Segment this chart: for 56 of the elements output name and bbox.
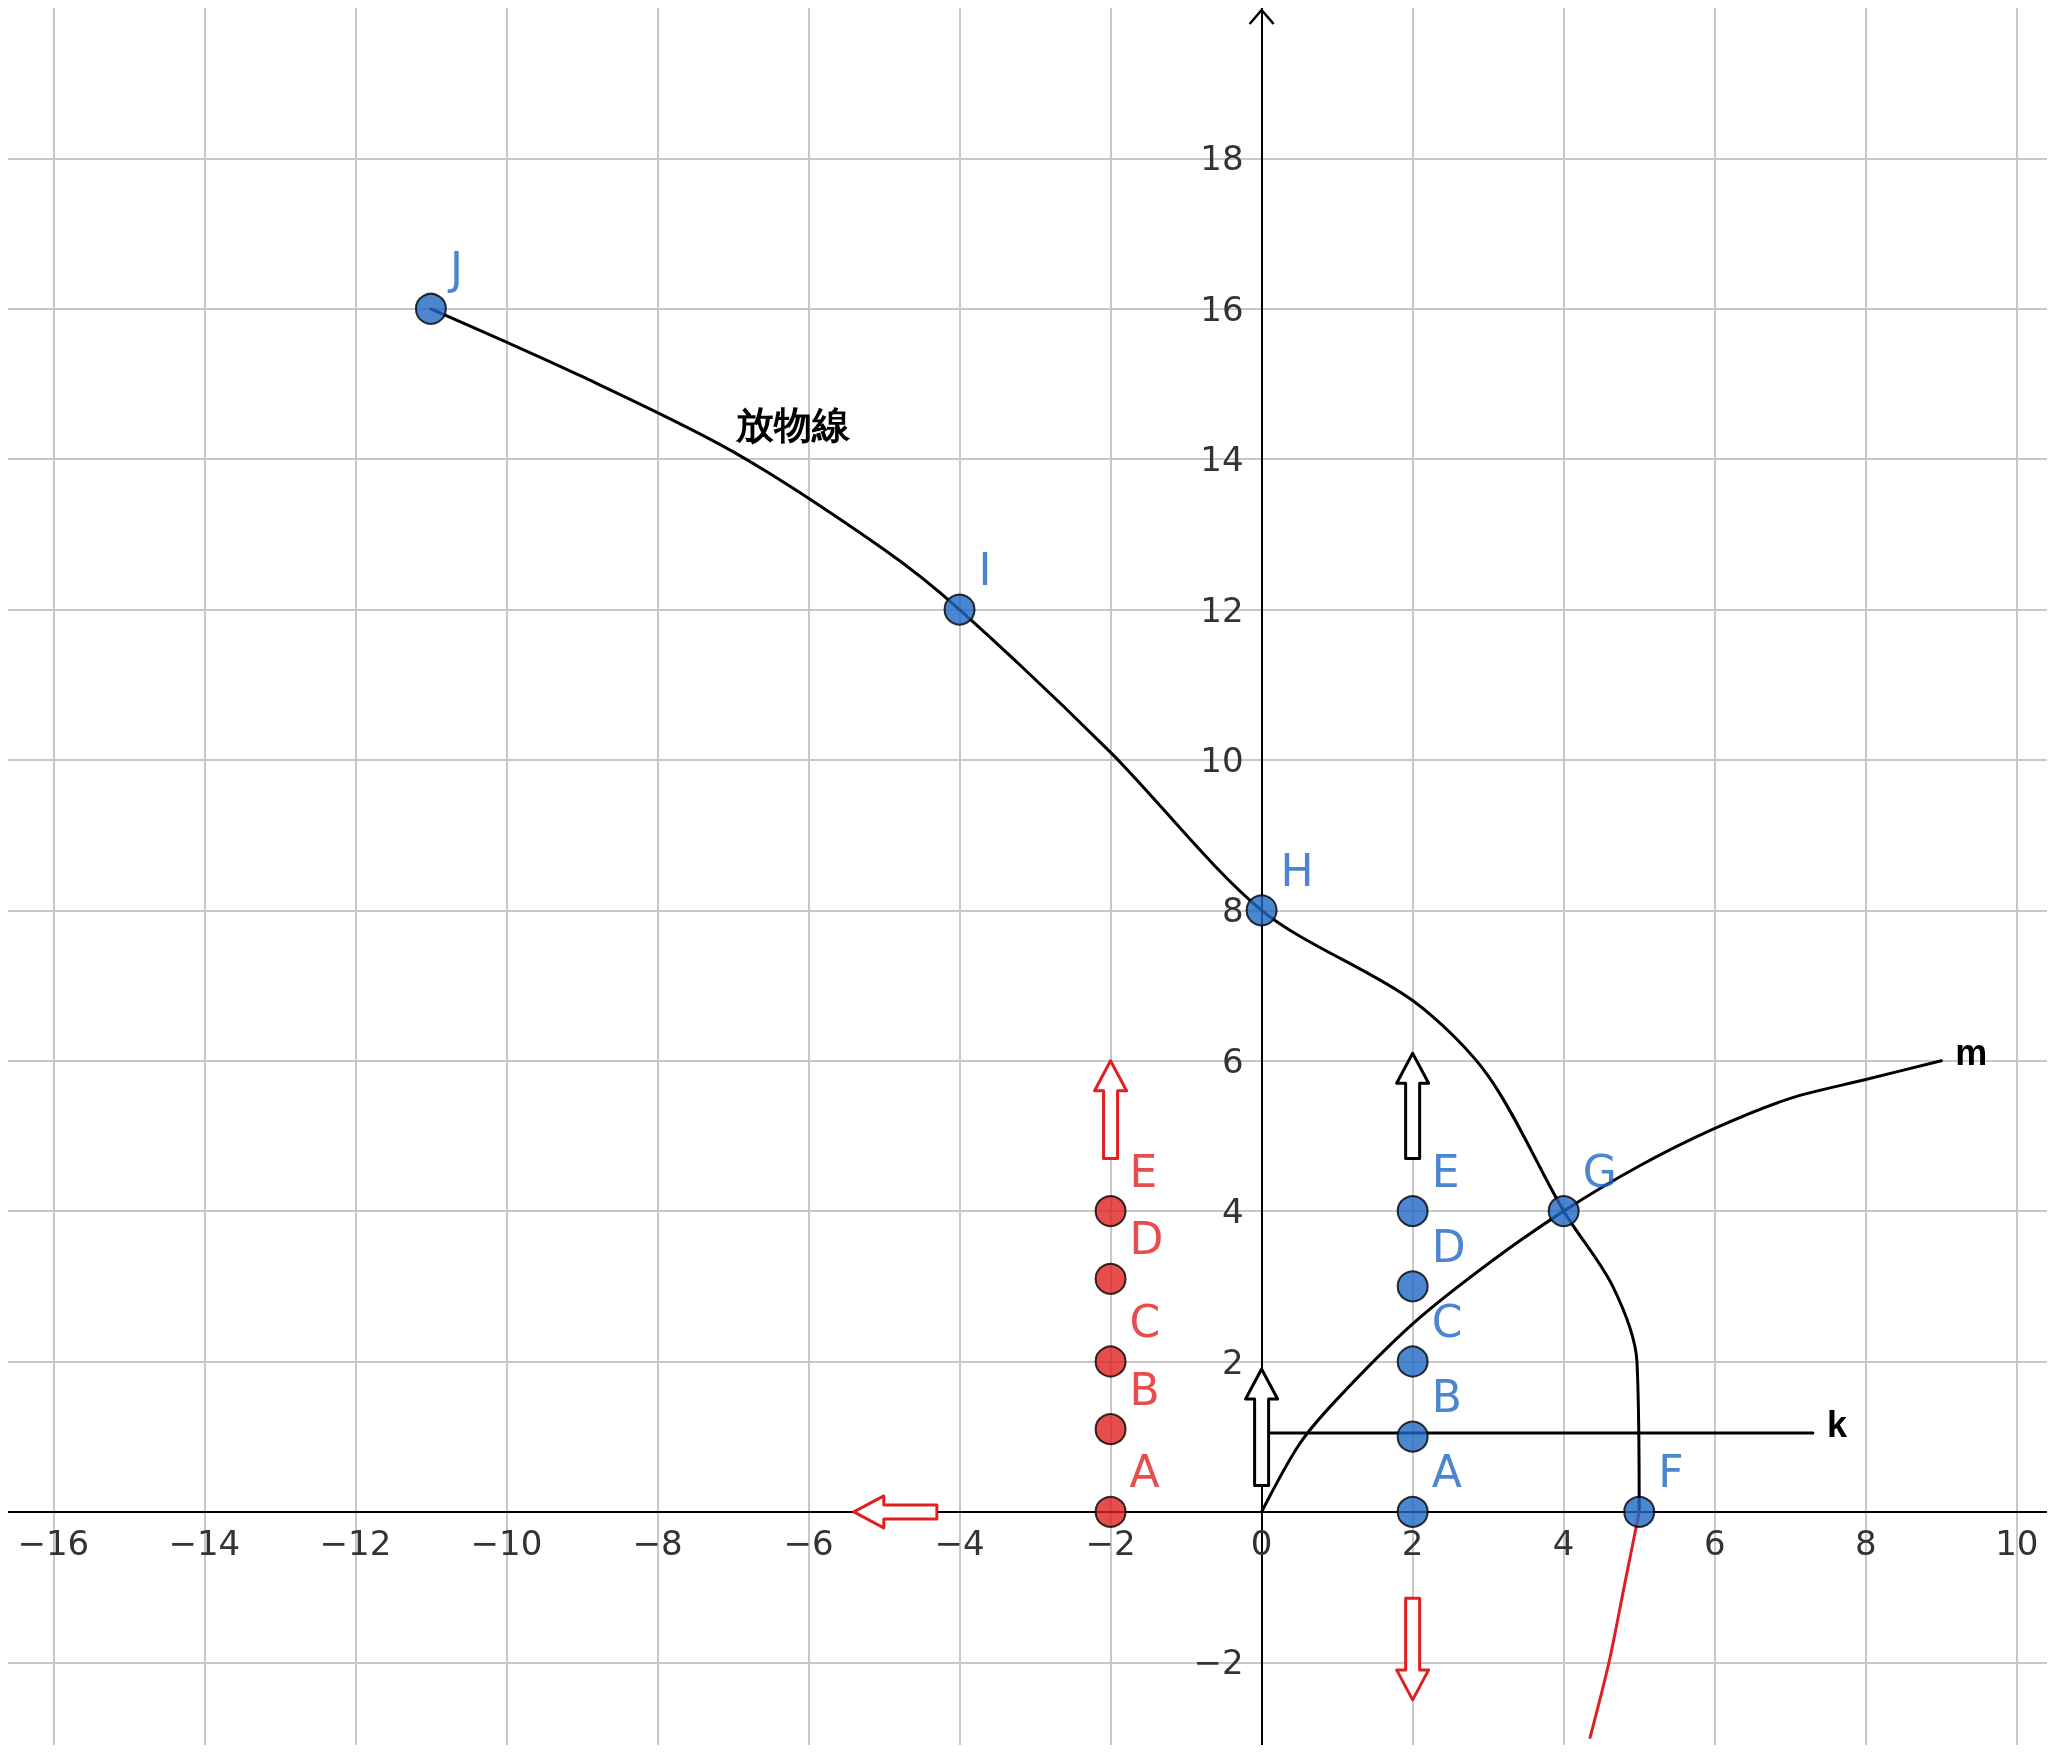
point: [1396, 1195, 1429, 1228]
point: [414, 292, 447, 325]
x-tick-label: 6: [1703, 1522, 1726, 1563]
point: [1094, 1495, 1127, 1528]
point: [1094, 1262, 1127, 1295]
y-tick-label: 10: [1200, 739, 1244, 780]
y-tick-label: 12: [1200, 589, 1244, 630]
y-tick-label: 8: [1221, 890, 1244, 931]
x-tick-label: 4: [1552, 1522, 1575, 1563]
x-tick-label: −14: [168, 1522, 241, 1563]
data-label: E: [1431, 1145, 1460, 1197]
point: [1396, 1345, 1429, 1378]
point: [1094, 1195, 1127, 1228]
series-label: m: [1955, 1032, 1988, 1074]
point: [1396, 1495, 1429, 1528]
data-label: C: [1431, 1296, 1463, 1348]
point: [943, 593, 976, 626]
point: [1396, 1270, 1429, 1303]
point: [1547, 1195, 1580, 1228]
data-label: A: [1431, 1446, 1462, 1498]
y-tick-label: 18: [1200, 138, 1244, 179]
point: [1094, 1345, 1127, 1378]
x-tick-label: −16: [17, 1522, 90, 1563]
y-tick-label: 6: [1221, 1040, 1244, 1081]
data-label: D: [1129, 1213, 1164, 1265]
data-label: C: [1129, 1296, 1161, 1348]
y-tick-label: 4: [1221, 1191, 1244, 1232]
data-label: H: [1280, 844, 1314, 896]
series-label: k: [1826, 1404, 1848, 1446]
data-label: B: [1129, 1363, 1160, 1415]
data-label: I: [978, 544, 992, 596]
data-label: G: [1582, 1145, 1617, 1197]
point: [1094, 1413, 1127, 1446]
x-tick-label: −4: [934, 1522, 985, 1563]
x-tick-label: −10: [470, 1522, 543, 1563]
y-tick-label: −2: [1193, 1642, 1244, 1683]
x-tick-label: 8: [1854, 1522, 1877, 1563]
data-label: D: [1431, 1220, 1466, 1272]
x-tick-label: 2: [1401, 1522, 1424, 1563]
y-tick-label: 2: [1221, 1341, 1244, 1382]
data-label: J: [446, 243, 463, 295]
y-tick-label: 16: [1200, 288, 1244, 329]
x-tick-label: −12: [319, 1522, 392, 1563]
y-tick-label: 14: [1200, 439, 1244, 480]
point: [1245, 894, 1278, 927]
data-label: F: [1658, 1446, 1684, 1498]
x-tick-label: 10: [1995, 1522, 2039, 1563]
x-tick-label: −8: [632, 1522, 683, 1563]
point: [1396, 1420, 1429, 1453]
point: [1623, 1495, 1656, 1528]
data-label: E: [1129, 1145, 1158, 1197]
x-tick-label: −6: [783, 1522, 834, 1563]
annotation: 放物線: [735, 402, 852, 447]
data-label: B: [1431, 1371, 1462, 1423]
data-label: A: [1129, 1446, 1160, 1498]
x-tick-label: −2: [1085, 1522, 1136, 1563]
